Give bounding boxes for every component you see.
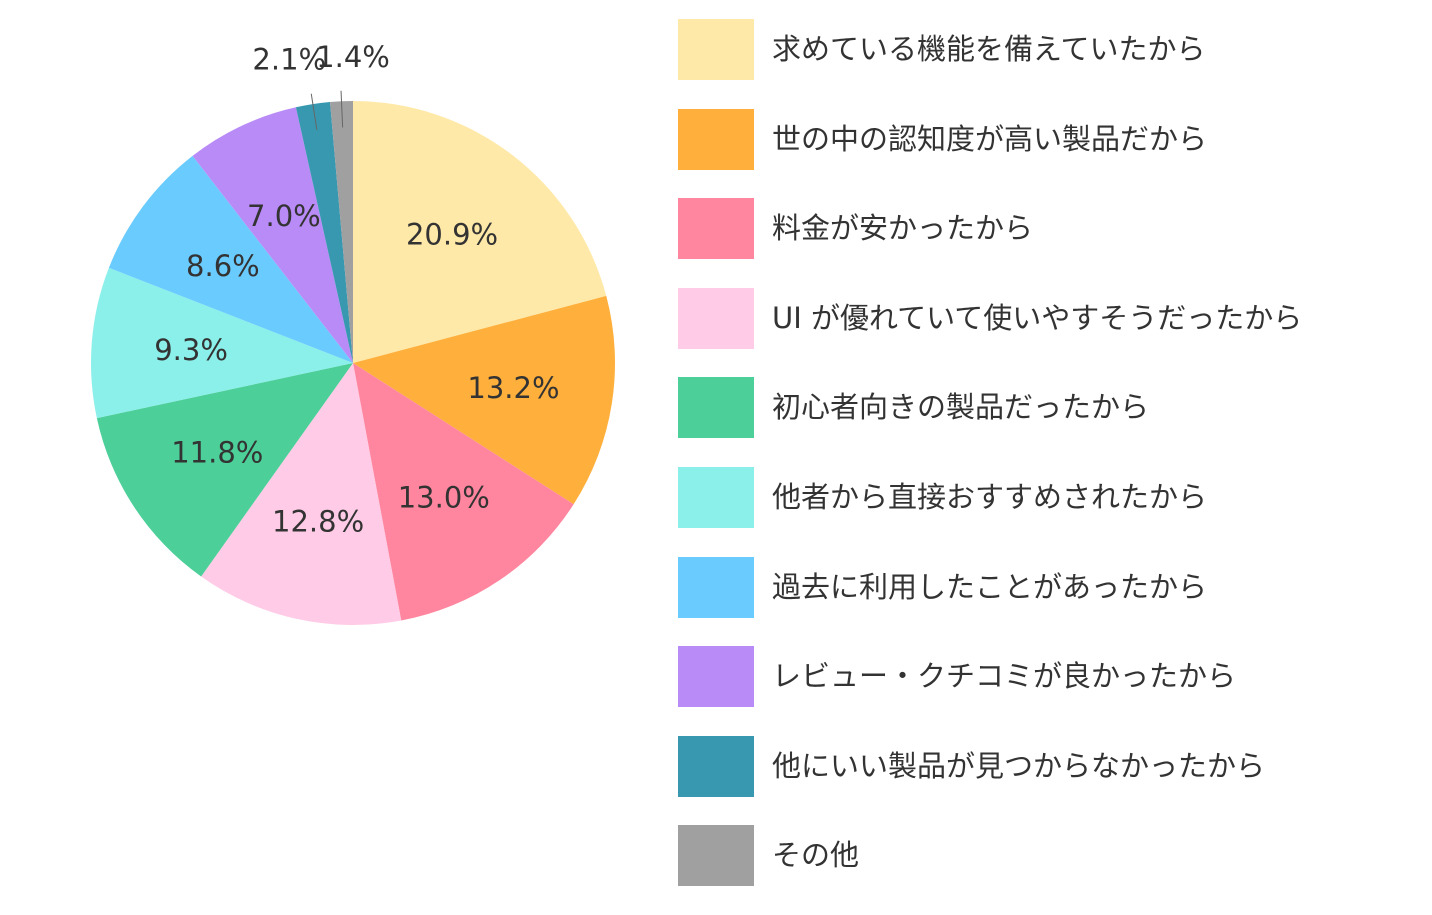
legend-label: 世の中の認知度が高い製品だから — [772, 121, 1208, 156]
legend-item: 他者から直接おすすめされたから — [678, 466, 1302, 528]
legend-item: レビュー・クチコミが良かったから — [678, 646, 1302, 708]
slice-value-label: 7.0% — [247, 199, 321, 233]
legend-swatch — [678, 108, 754, 170]
slice-value-label: 20.9% — [406, 217, 498, 251]
slice-value-label: 12.8% — [272, 505, 364, 539]
legend-label: 過去に利用したことがあったから — [772, 569, 1208, 604]
legend-label: 他者から直接おすすめされたから — [772, 479, 1208, 514]
legend-swatch — [678, 466, 754, 528]
pie-slice — [353, 363, 574, 621]
slice-value-label: 11.8% — [171, 435, 263, 469]
legend: 求めている機能を備えていたから 世の中の認知度が高い製品だから 料金が安かったから U… — [678, 19, 1302, 915]
legend-item: 求めている機能を備えていたから — [678, 19, 1302, 80]
legend-label: レビュー・クチコミが良かったから — [772, 659, 1237, 694]
pie-slice — [192, 107, 353, 363]
legend-label: 料金が安かったから — [772, 211, 1034, 246]
pie-slice — [108, 155, 353, 363]
legend-label: 他にいい製品が見つからなかったから — [772, 748, 1266, 783]
legend-item: 過去に利用したことがあったから — [678, 556, 1302, 618]
legend-swatch — [678, 646, 754, 708]
slice-value-label: 8.6% — [186, 249, 260, 283]
slice-value-label: 2.1% — [252, 43, 326, 77]
legend-item: 他にいい製品が見つからなかったから — [678, 735, 1302, 797]
legend-swatch — [678, 19, 754, 80]
legend-item: 料金が安かったから — [678, 198, 1302, 260]
legend-swatch — [678, 198, 754, 260]
legend-label: 初心者向きの製品だったから — [772, 390, 1150, 425]
legend-swatch — [678, 287, 754, 349]
legend-item: UI が優れていて使いやすそうだったから — [678, 287, 1303, 349]
slice-value-label: 13.0% — [398, 481, 490, 515]
pie-slice — [91, 267, 354, 419]
pie-slice — [353, 101, 607, 363]
leader-line — [310, 93, 318, 131]
pie-slice — [201, 363, 402, 625]
pie-slice — [330, 101, 353, 363]
pie-slice — [96, 363, 354, 577]
slice-value-label: 13.2% — [467, 371, 559, 405]
slice-value-label: 1.4% — [316, 40, 390, 74]
legend-item: 初心者向きの製品だったから — [678, 377, 1302, 439]
legend-label: 求めている機能を備えていたから — [772, 32, 1206, 66]
slice-value-label: 9.3% — [154, 333, 228, 367]
legend-swatch — [678, 825, 754, 887]
legend-item: その他 — [678, 825, 1302, 887]
legend-swatch — [678, 377, 754, 439]
legend-swatch — [678, 556, 754, 618]
legend-swatch — [678, 735, 754, 797]
pie-slice — [295, 102, 353, 363]
pie-chart: 20.9% 13.2% 13.0% 12.8% 11.8% 9.3% 8.6% 7.0% 2.1… — [91, 40, 616, 625]
legend-item: 世の中の認知度が高い製品だから — [678, 108, 1302, 170]
legend-label: UI が優れていて使いやすそうだったから — [772, 300, 1303, 335]
pie-slice — [353, 295, 616, 505]
leader-line — [340, 90, 344, 128]
legend-label: その他 — [772, 838, 860, 873]
